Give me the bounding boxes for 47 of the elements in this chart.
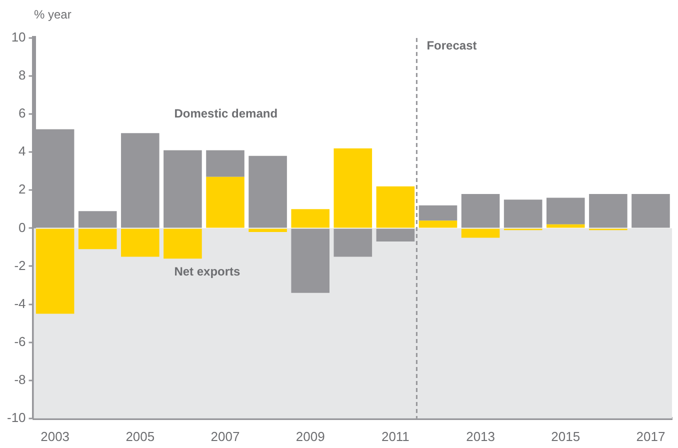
bar <box>632 194 670 228</box>
bar <box>248 228 287 232</box>
y-tick-label: -4 <box>14 296 26 311</box>
x-tick-label: 2017 <box>636 428 666 444</box>
x-tick-label: 2003 <box>40 428 70 444</box>
bar <box>291 228 330 293</box>
y-tick-label: -2 <box>14 258 26 273</box>
bar <box>206 176 244 228</box>
y-tick-label: -10 <box>6 410 26 425</box>
bar <box>418 220 458 228</box>
y-tick-label: 8 <box>18 68 26 83</box>
bar <box>78 211 117 228</box>
series-label: Domestic demand <box>174 106 278 120</box>
x-tick-label: 2005 <box>126 428 155 444</box>
bar <box>461 228 500 238</box>
bar <box>334 148 372 228</box>
bar <box>206 150 244 177</box>
bar <box>504 200 542 228</box>
bar <box>291 209 330 228</box>
y-tick-label: -8 <box>14 372 26 387</box>
y-tick-label: 4 <box>18 144 26 159</box>
bar <box>589 194 628 228</box>
bar <box>334 228 372 257</box>
x-tick-label: 2007 <box>210 428 240 444</box>
y-tick-label: 6 <box>18 106 26 121</box>
bar <box>546 224 585 228</box>
x-tick-label: 2013 <box>466 428 495 444</box>
bar <box>546 198 585 224</box>
bar <box>461 194 500 228</box>
bar <box>164 150 202 228</box>
bar <box>78 228 117 250</box>
y-axis-title: % year <box>34 7 72 22</box>
y-tick-label: -6 <box>14 334 26 349</box>
y-tick-label: 2 <box>18 182 26 197</box>
bar <box>376 186 415 228</box>
x-tick-label: 2011 <box>381 428 410 444</box>
bar <box>248 156 287 228</box>
bar <box>121 228 160 257</box>
bar <box>164 228 202 259</box>
x-tick-label: 2009 <box>296 428 325 444</box>
bar <box>121 133 160 228</box>
ref-line-label: Forecast <box>426 38 477 52</box>
bar <box>36 228 74 314</box>
y-tick-label: 10 <box>11 30 26 45</box>
y-tick-label: 0 <box>18 220 26 235</box>
x-tick-label: 2015 <box>551 428 580 444</box>
series-label: Net exports <box>174 264 241 278</box>
